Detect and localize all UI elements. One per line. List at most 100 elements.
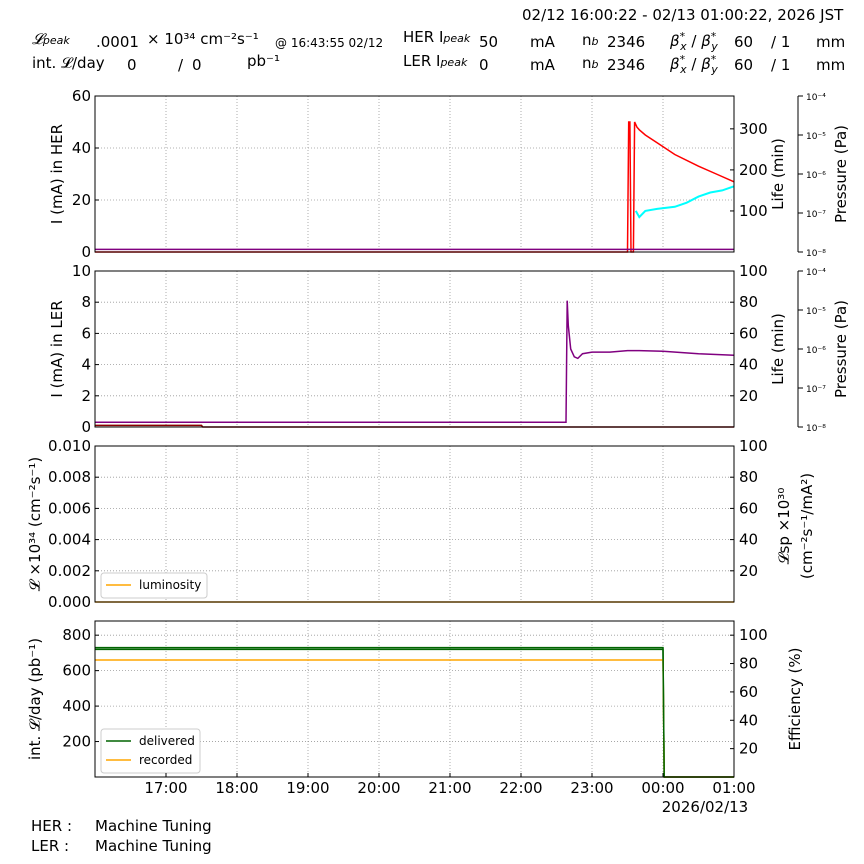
legend-box — [100, 572, 208, 599]
y2-axis-label: Efficiency (%) — [786, 648, 804, 751]
footer-her-status: Machine Tuning — [95, 817, 212, 835]
legend-label-luminosity: luminosity — [139, 578, 201, 592]
pressure-tick-label: 10⁻⁸ — [806, 249, 826, 259]
y-tick-label: 0.002 — [48, 562, 91, 580]
y-tick-label: 0 — [81, 243, 91, 261]
y-tick-label: 8 — [81, 293, 91, 311]
her-beta-value: 60 — [734, 33, 754, 51]
y-tick-label: 20 — [72, 191, 91, 209]
y2-axis-label: (cm⁻²s⁻¹/mA²) — [798, 473, 816, 579]
x-tick-label: 20:00 — [357, 779, 400, 797]
ler-beta-label: β*x / β*y — [670, 53, 718, 76]
ler-nb-label: nb — [582, 54, 599, 72]
y-tick-label: 0.004 — [48, 531, 91, 549]
lum-peak-label: 𝓛peak — [32, 30, 70, 48]
y2-tick-label: 40 — [739, 711, 758, 729]
y-axis-label: I (mA) in LER — [48, 300, 66, 397]
y2-tick-label: 60 — [739, 499, 758, 517]
pressure-axis-label: Pressure (Pa) — [832, 125, 850, 223]
y-axis-label: int. 𝓛/day (pb⁻¹) — [26, 638, 44, 760]
her-peak-label: HER Ipeak — [403, 28, 471, 46]
her-beta-y: / 1 — [771, 33, 791, 51]
series-line-life_ler — [95, 300, 735, 424]
y2-tick-label: 60 — [739, 683, 758, 701]
int-lum-label: int. 𝓛/day — [32, 54, 105, 72]
pressure-tick-label: 10⁻⁶ — [806, 346, 826, 356]
ler-peak-value: 0 — [479, 56, 489, 74]
her-nb-label: nb — [582, 31, 599, 49]
y-tick-label: 0.010 — [48, 437, 91, 455]
her-beta-label: β*x / β*y — [670, 30, 718, 53]
int-lum-value1: 0 — [127, 56, 137, 74]
y2-tick-label: 100 — [739, 262, 768, 280]
her-beta-unit: mm — [816, 33, 846, 51]
y2-tick-label: 80 — [739, 655, 758, 673]
y-tick-label: 40 — [72, 139, 91, 157]
y2-tick-label: 20 — [739, 387, 758, 405]
series-line-current — [95, 121, 735, 253]
y-tick-label: 0 — [81, 418, 91, 436]
plot-frame — [94, 95, 735, 253]
y2-tick-label: 100 — [739, 626, 768, 644]
lum-peak-time: @ 16:43:55 02/12 — [275, 36, 384, 50]
ler-nb-value: 2346 — [607, 56, 646, 74]
int-lum-slash: / — [178, 56, 184, 74]
series-line-life_her — [634, 185, 735, 219]
y-tick-label: 0.008 — [48, 468, 91, 486]
y2-tick-label: 80 — [739, 293, 758, 311]
y-tick-label: 400 — [62, 697, 91, 715]
y2-tick-label: 40 — [739, 356, 758, 374]
y2-tick-label: 20 — [739, 562, 758, 580]
y2-axis-label: 𝓛sp ×10³⁰ — [775, 488, 793, 565]
ler-beta-unit: mm — [816, 56, 846, 74]
legend-label-recorded: recorded — [139, 753, 192, 767]
pressure-tick-label: 10⁻⁶ — [806, 171, 826, 181]
x-tick-label: 21:00 — [428, 779, 471, 797]
plot-frame — [94, 445, 735, 603]
legend-label-delivered: delivered — [139, 734, 195, 748]
her-nb-value: 2346 — [607, 33, 646, 51]
pressure-tick-label: 10⁻⁷ — [806, 210, 826, 220]
x-tick-label: 22:00 — [499, 779, 542, 797]
y2-tick-label: 80 — [739, 468, 758, 486]
x-tick-label: 01:00 — [712, 779, 755, 797]
y-tick-label: 600 — [62, 662, 91, 680]
footer-ler-label: LER : — [31, 837, 70, 855]
ler-peak-label: LER Ipeak — [403, 52, 468, 70]
x-tick-label: 19:00 — [286, 779, 329, 797]
pressure-tick-label: 10⁻⁷ — [806, 385, 826, 395]
y2-tick-label: 20 — [739, 740, 758, 758]
ler-beta-value: 60 — [734, 56, 754, 74]
y-tick-label: 4 — [81, 356, 91, 374]
x-tick-label: 23:00 — [570, 779, 613, 797]
lum-peak-value: .0001 — [96, 33, 139, 51]
int-lum-unit: pb⁻¹ — [247, 52, 280, 70]
pressure-tick-label: 10⁻⁸ — [806, 424, 826, 434]
ler-beta-y: / 1 — [771, 56, 791, 74]
pressure-tick-label: 10⁻⁵ — [806, 307, 826, 317]
y-tick-label: 6 — [81, 324, 91, 342]
y-axis-label: I (mA) in HER — [48, 124, 66, 224]
pressure-axis-label: Pressure (Pa) — [832, 300, 850, 398]
footer-her-label: HER : — [31, 817, 73, 835]
plot-frame — [94, 620, 735, 778]
y-tick-label: 0.000 — [48, 593, 91, 611]
y2-tick-label: 100 — [739, 437, 768, 455]
x-tick-label: 18:00 — [215, 779, 258, 797]
y2-tick-label: 200 — [739, 161, 768, 179]
time-range: 02/12 16:00:22 - 02/13 01:00:22, 2026 JS… — [522, 6, 844, 24]
int-lum-value2: 0 — [192, 56, 202, 74]
y-axis-label: 𝓛 ×10³⁴ (cm⁻²s⁻¹) — [26, 457, 44, 591]
x-date-label: 2026/02/13 — [662, 798, 748, 816]
plot-frame — [94, 270, 735, 428]
footer-ler-status: Machine Tuning — [95, 837, 212, 855]
ler-current-unit: mA — [530, 56, 555, 74]
y-tick-label: 800 — [62, 626, 91, 644]
pressure-tick-label: 10⁻⁴ — [806, 93, 826, 103]
x-tick-label: 00:00 — [641, 779, 684, 797]
lum-peak-unit: × 10³⁴ cm⁻²s⁻¹ — [147, 30, 259, 48]
legend-box — [100, 728, 201, 774]
y-tick-label: 0.006 — [48, 499, 91, 517]
y-tick-label: 10 — [72, 262, 91, 280]
